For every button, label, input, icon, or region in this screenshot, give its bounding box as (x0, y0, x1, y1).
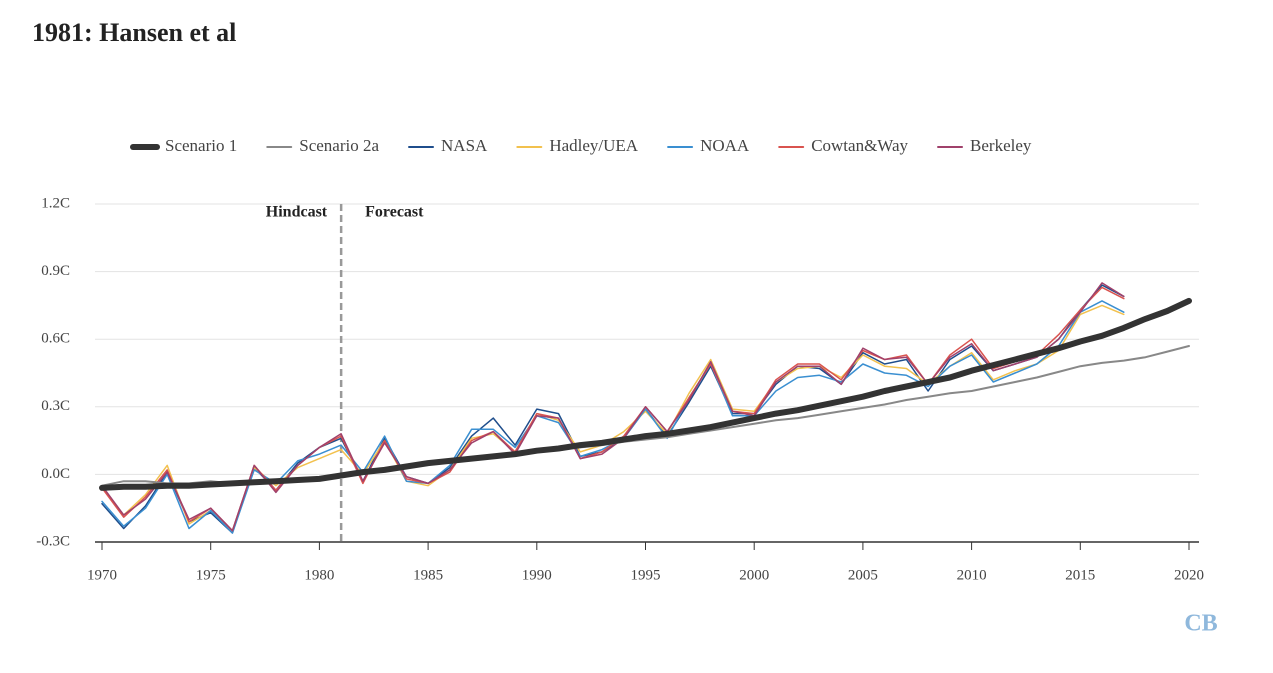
annotation: Hindcast (266, 204, 328, 221)
x-tick-label: 1995 (631, 567, 661, 583)
x-tick-label: 1985 (413, 567, 443, 583)
legend-label: Berkeley (970, 136, 1032, 155)
legend-label: Hadley/UEA (549, 136, 638, 155)
legend-label: NASA (441, 136, 488, 155)
legend-label: Scenario 2a (299, 136, 379, 155)
chart-title: 1981: Hansen et al (32, 18, 236, 47)
x-tick-label: 2000 (739, 567, 769, 583)
legend-label: Scenario 1 (165, 136, 237, 155)
y-tick-label: 0.9C (41, 263, 70, 279)
x-tick-label: 1980 (304, 567, 334, 583)
x-tick-label: 1975 (196, 567, 226, 583)
x-tick-label: 2020 (1174, 567, 1204, 583)
series-line (101, 286, 1125, 532)
y-tick-label: -0.3C (36, 533, 70, 549)
x-tick-label: 2005 (848, 567, 878, 583)
y-tick-label: 0.0C (41, 466, 70, 482)
y-tick-label: 0.3C (41, 398, 70, 414)
series-line (101, 284, 1125, 534)
legend-label: NOAA (700, 136, 750, 155)
annotation: Forecast (365, 204, 424, 221)
y-tick-label: 0.6C (41, 331, 70, 347)
series-line (101, 300, 1125, 534)
series-line (99, 297, 1192, 491)
x-tick-label: 2010 (957, 567, 987, 583)
series-line (101, 282, 1125, 532)
x-tick-label: 2015 (1065, 567, 1095, 583)
x-tick-label: 1970 (87, 567, 117, 583)
x-tick-label: 1990 (522, 567, 552, 583)
y-tick-label: 1.2C (41, 195, 70, 211)
legend-label: Cowtan&Way (811, 136, 908, 155)
logo: CB (1184, 611, 1217, 637)
